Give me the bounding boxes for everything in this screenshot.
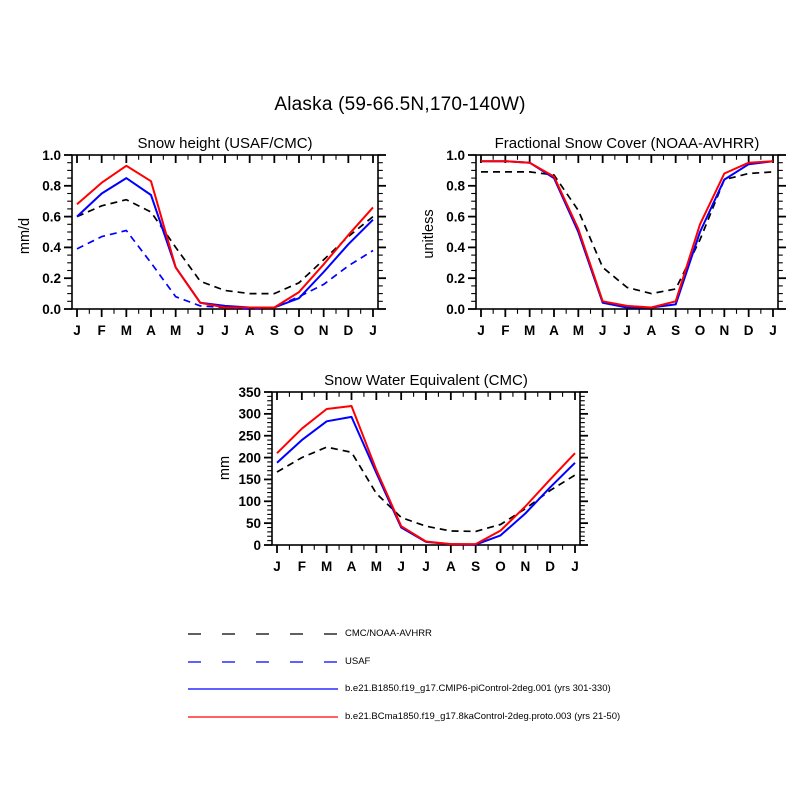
- x-tick-label: J: [273, 559, 281, 574]
- y-tick-label: 300: [238, 407, 261, 422]
- axis-ticks: [264, 391, 588, 553]
- x-tick-label: D: [343, 323, 353, 338]
- x-tick-label: J: [599, 323, 607, 338]
- series-line-1: [76, 229, 374, 310]
- y-tick-label: 100: [238, 494, 261, 509]
- axis-ticks: [468, 154, 786, 317]
- x-tick-label: M: [573, 323, 584, 338]
- y-tick-label: 250: [238, 429, 261, 444]
- x-tick-label: N: [520, 559, 530, 574]
- panel-title-swe: Snow Water Equivalent (CMC): [324, 372, 528, 389]
- x-tick-label: S: [671, 323, 680, 338]
- x-tick-label: O: [495, 559, 506, 574]
- series-line-0: [481, 171, 774, 295]
- x-tick-label: F: [98, 323, 106, 338]
- x-tick-label: S: [270, 323, 279, 338]
- y-tick-label: 50: [246, 516, 261, 531]
- series-line-1: [481, 160, 774, 309]
- x-tick-label: N: [719, 323, 729, 338]
- x-tick-label: M: [121, 323, 132, 338]
- x-tick-label: A: [245, 323, 255, 338]
- x-tick-label: J: [369, 323, 377, 338]
- x-tick-label: M: [524, 323, 535, 338]
- panel-0: J F M A M J J A S O N D J0.00.20.40.60.81.0: [42, 148, 386, 338]
- x-tick-label: F: [298, 559, 306, 574]
- x-tick-label: J: [422, 559, 430, 574]
- x-tick-label: J: [477, 323, 485, 338]
- x-tick-label: J: [221, 323, 229, 338]
- x-tick-label: A: [347, 559, 357, 574]
- y-tick-label: 0.2: [42, 271, 61, 286]
- series-line-2: [276, 405, 576, 546]
- series-line-0: [76, 198, 374, 295]
- x-tick-label: J: [197, 323, 205, 338]
- y-tick-label: 0.6: [42, 209, 61, 224]
- y-tick-label: 0.4: [42, 240, 61, 255]
- x-tick-label: M: [170, 323, 181, 338]
- x-tick-label: J: [623, 323, 631, 338]
- y-tick-label: 1.0: [42, 148, 61, 163]
- series-line-1: [276, 415, 576, 546]
- panel-title-snow-cover: Fractional Snow Cover (NOAA-AVHRR): [494, 135, 760, 152]
- x-tick-label: J: [571, 559, 579, 574]
- x-tick-label: A: [446, 559, 456, 574]
- x-tick-label: J: [397, 559, 405, 574]
- x-tick-label: J: [769, 323, 777, 338]
- y-tick-label: 0.8: [446, 179, 465, 194]
- x-tick-label: M: [321, 559, 332, 574]
- x-tick-label: A: [549, 323, 559, 338]
- x-tick-label: A: [646, 323, 656, 338]
- x-tick-label: D: [744, 323, 754, 338]
- y-tick-label: 0.0: [446, 302, 465, 317]
- x-tick-label: F: [501, 323, 509, 338]
- y-tick-label: 150: [238, 472, 261, 487]
- x-tick-label: N: [319, 323, 329, 338]
- y-tick-label: 0: [253, 538, 261, 553]
- main-title: Alaska (59-66.5N,170-140W): [274, 94, 526, 115]
- plot-frame: [71, 154, 379, 310]
- y-tick-label: 200: [238, 450, 261, 465]
- x-tick-label: O: [695, 323, 706, 338]
- panel-title-snow-height: Snow height (USAF/CMC): [137, 135, 313, 152]
- series-line-2: [76, 177, 374, 309]
- y-tick-label: 350: [238, 385, 261, 400]
- x-tick-label: J: [73, 323, 81, 338]
- x-tick-label: O: [294, 323, 305, 338]
- series-line-0: [276, 446, 576, 533]
- y-tick-label: 0.2: [446, 271, 465, 286]
- y-tick-label: 0.0: [42, 302, 61, 317]
- x-tick-label: A: [146, 323, 156, 338]
- y-tick-label: 0.8: [42, 179, 61, 194]
- y-tick-label: 0.4: [446, 240, 465, 255]
- y-tick-label: 1.0: [446, 148, 465, 163]
- y-tick-label: 0.6: [446, 209, 465, 224]
- series-line-3: [76, 164, 374, 309]
- x-tick-label: D: [545, 559, 555, 574]
- panel-1: J F M A M J J A S O N D J0.00.20.40.60.81.0: [446, 148, 786, 338]
- series-line-2: [481, 160, 774, 309]
- x-tick-label: S: [471, 559, 480, 574]
- axis-ticks: [64, 154, 386, 317]
- x-tick-label: M: [371, 559, 382, 574]
